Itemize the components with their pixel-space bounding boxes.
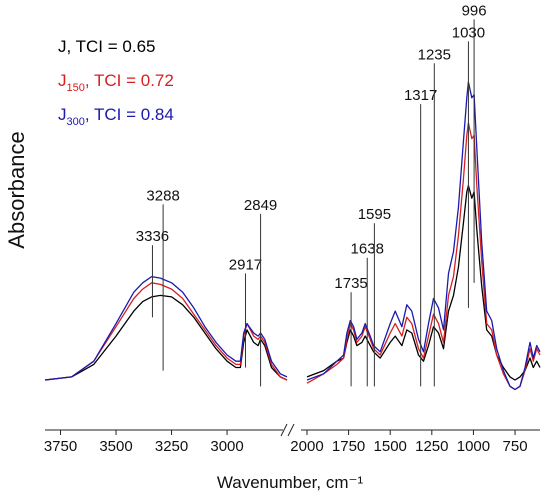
legend-entry: J300, TCI = 0.84 (58, 105, 174, 128)
peak-label: 1595 (358, 206, 391, 223)
x-tick-label: 1000 (457, 438, 490, 455)
legend-entry: J, TCI = 0.65 (58, 37, 155, 56)
x-tick-label: 3750 (44, 438, 77, 455)
peak-label: 1235 (418, 46, 451, 63)
axis-break-mark (287, 423, 295, 437)
peak-label: 2917 (229, 256, 262, 273)
series-line (306, 81, 541, 391)
x-tick-label: 1250 (415, 438, 448, 455)
x-tick-label: 1750 (332, 438, 365, 455)
series-line (44, 275, 288, 381)
peak-label: 3336 (136, 228, 169, 245)
x-tick-label: 2000 (290, 438, 323, 455)
x-axis-label: Wavenumber, cm⁻¹ (217, 473, 364, 492)
peak-label: 3288 (146, 187, 179, 204)
axis-break-mark (280, 423, 288, 437)
x-tick-label: 1500 (374, 438, 407, 455)
legend-entry: J150, TCI = 0.72 (58, 71, 174, 94)
series-line (306, 184, 541, 381)
x-tick-label: 3000 (210, 438, 243, 455)
x-tick-label: 3250 (155, 438, 188, 455)
peak-label: 2849 (244, 197, 277, 214)
y-axis-label: Absorbance (4, 131, 29, 248)
series-line (44, 294, 288, 381)
x-tick-label: 3500 (99, 438, 132, 455)
peak-label: 1735 (334, 275, 367, 292)
plot-area: 3750 3500 3250 3000 2000 1750 1500 1250 1000 750 3… (44, 2, 541, 455)
peak-label: 1317 (404, 87, 437, 104)
peak-label: 1030 (452, 24, 485, 41)
peak-label: 996 (462, 2, 487, 19)
peak-label: 1638 (351, 241, 384, 258)
x-tick-label: 750 (503, 438, 528, 455)
series-line (44, 282, 288, 381)
